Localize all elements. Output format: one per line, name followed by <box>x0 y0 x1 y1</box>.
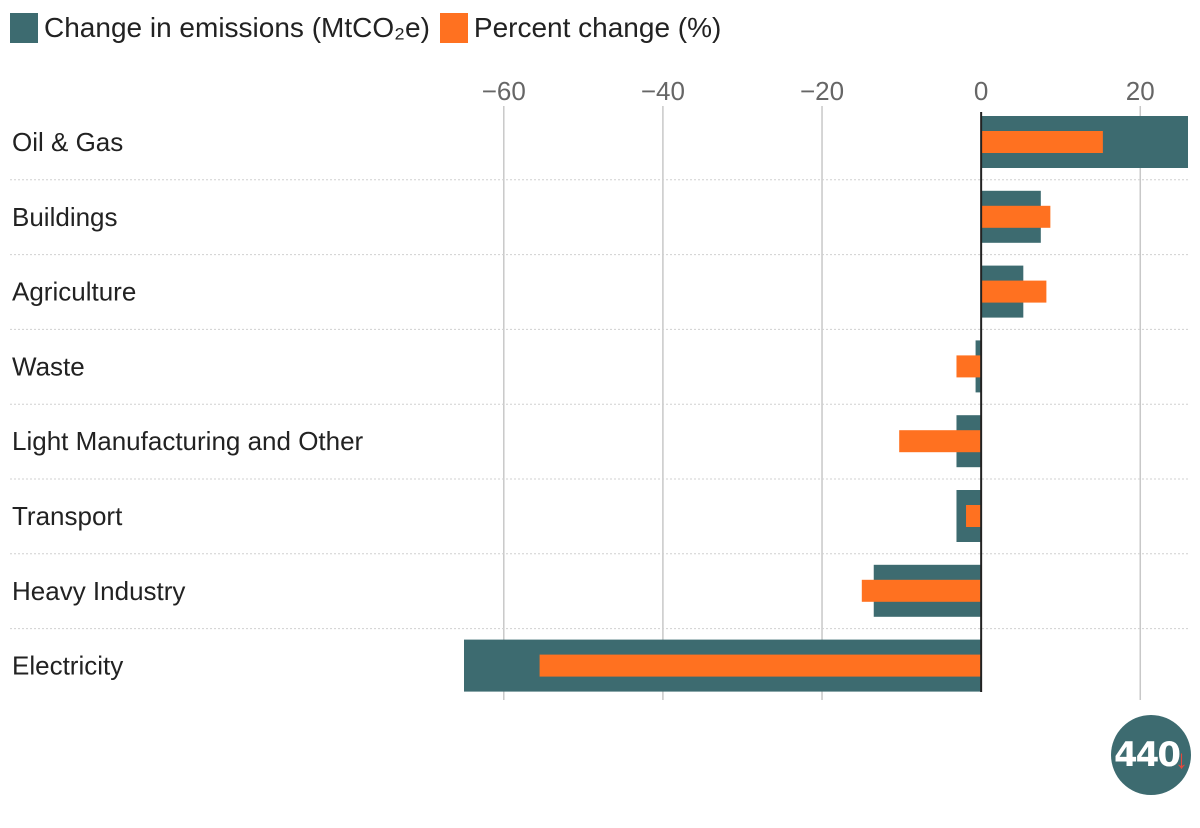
category-label: Oil & Gas <box>12 127 123 157</box>
bar-percent <box>539 654 982 677</box>
logo-badge: 440 ↓ <box>1111 715 1191 795</box>
legend-swatch-emissions <box>10 13 38 43</box>
bar-percent <box>899 430 982 453</box>
category-label: Buildings <box>12 202 118 232</box>
category-label: Electricity <box>12 651 123 681</box>
logo-text: 440 <box>1114 735 1181 775</box>
category-label: Waste <box>12 351 85 381</box>
bar-percent <box>981 205 1051 228</box>
x-tick-label: −20 <box>800 76 844 106</box>
category-label: Transport <box>12 501 123 531</box>
x-tick-label: −60 <box>482 76 526 106</box>
legend-item-percent: Percent change (%) <box>439 12 722 44</box>
category-label: Heavy Industry <box>12 576 185 606</box>
x-tick-label: 20 <box>1126 76 1155 106</box>
down-arrow-icon: ↓ <box>1174 743 1188 774</box>
bar-percent <box>981 280 1047 303</box>
x-tick-label: −40 <box>641 76 685 106</box>
chart-legend: Change in emissions (MtCO₂e) Percent cha… <box>10 12 731 44</box>
x-tick-label: 0 <box>974 76 988 106</box>
bar-percent <box>956 355 982 378</box>
legend-item-emissions: Change in emissions (MtCO₂e) <box>10 12 430 44</box>
legend-label-percent: Percent change (%) <box>473 12 722 43</box>
bar-percent <box>981 131 1103 153</box>
category-label: Light Manufacturing and Other <box>12 426 364 456</box>
category-label: Agriculture <box>12 277 136 307</box>
bar-percent <box>966 505 982 527</box>
bar-percent <box>861 579 982 602</box>
legend-swatch-percent <box>439 13 468 43</box>
legend-label-emissions: Change in emissions (MtCO₂e) <box>44 12 430 43</box>
